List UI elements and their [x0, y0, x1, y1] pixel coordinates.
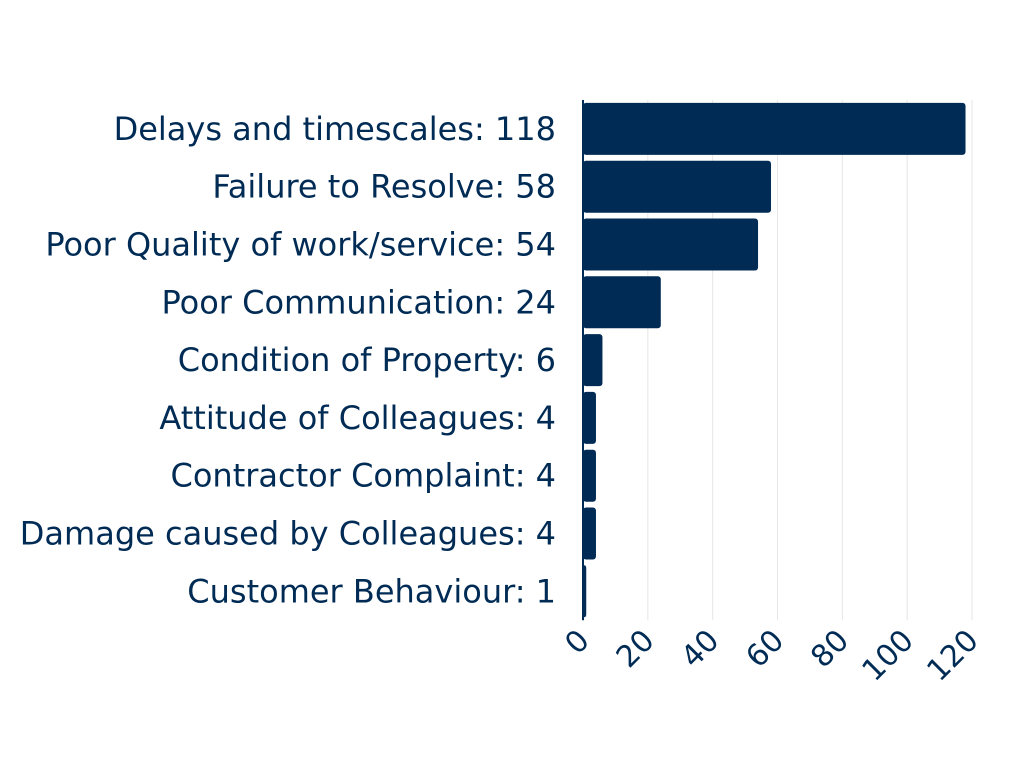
- x-tick-label: 60: [739, 623, 791, 675]
- category-label: Poor Quality of work/service: 54: [45, 226, 556, 264]
- bar-poor-quality-of-work-service: [583, 218, 759, 271]
- category-label-layer: Delays and timescales: 118 Failure to Res…: [20, 110, 556, 610]
- bar-condition-of-property: [583, 334, 603, 387]
- x-tick-layer: 0 20 40 60 80 100 120: [558, 623, 985, 688]
- bar-layer: [583, 102, 966, 618]
- x-tick-label: 120: [920, 623, 985, 688]
- bar-failure-to-resolve: [583, 160, 772, 213]
- x-tick-label: 80: [804, 623, 856, 675]
- bar-contractor-complaint: [583, 449, 596, 502]
- bar-attitude-of-colleagues: [583, 391, 596, 444]
- category-label: Delays and timescales: 118: [114, 110, 556, 148]
- x-tick-label: 0: [558, 623, 596, 661]
- x-tick-label: 100: [856, 623, 921, 688]
- category-label: Customer Behaviour: 1: [187, 572, 556, 610]
- bar-poor-communication: [583, 276, 661, 329]
- bar-delays-and-timescales: [583, 102, 966, 155]
- bar-damage-caused-by-colleagues: [583, 507, 596, 560]
- category-label: Failure to Resolve: 58: [212, 168, 556, 206]
- category-label: Condition of Property: 6: [178, 341, 556, 379]
- category-label: Contractor Complaint: 4: [171, 457, 557, 495]
- x-tick-label: 40: [675, 623, 727, 675]
- category-label: Attitude of Colleagues: 4: [159, 399, 556, 437]
- category-label: Damage caused by Colleagues: 4: [20, 515, 556, 553]
- category-label: Poor Communication: 24: [161, 283, 556, 321]
- x-tick-label: 20: [610, 623, 662, 675]
